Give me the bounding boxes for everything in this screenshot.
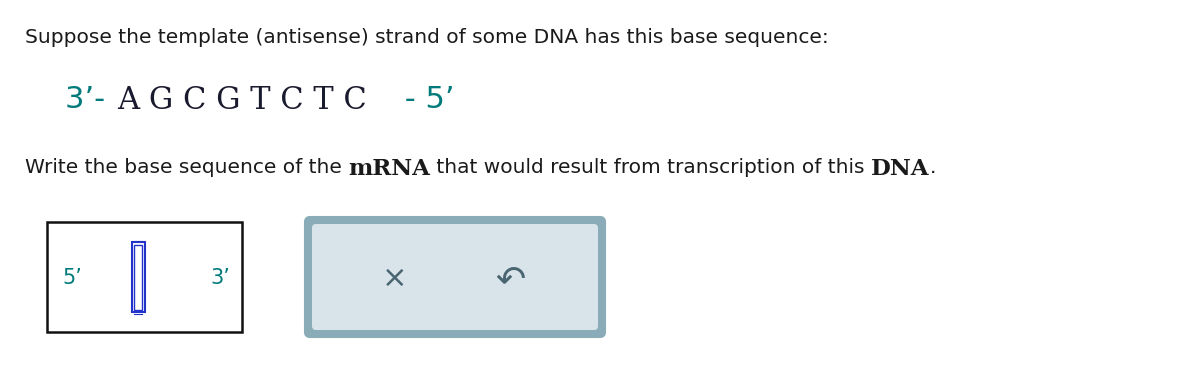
Text: DNA: DNA	[871, 158, 930, 180]
Text: 3’-: 3’-	[65, 85, 115, 114]
Text: 3’: 3’	[210, 268, 230, 288]
Text: ↶: ↶	[494, 263, 526, 297]
Text: Write the base sequence of the: Write the base sequence of the	[25, 158, 348, 177]
Text: mRNA: mRNA	[348, 158, 430, 180]
Text: ×: ×	[383, 263, 408, 293]
Text: A G C G T C T C: A G C G T C T C	[118, 85, 367, 116]
FancyBboxPatch shape	[305, 217, 605, 337]
Text: .: .	[930, 158, 936, 177]
Text: that would result from transcription of this: that would result from transcription of …	[430, 158, 871, 177]
Bar	[132, 242, 144, 312]
Bar	[47, 222, 242, 332]
FancyBboxPatch shape	[312, 224, 598, 330]
Text: - 5’: - 5’	[395, 85, 455, 114]
Text: 5’: 5’	[62, 268, 82, 288]
Text: Suppose the template (antisense) strand of some DNA has this base sequence:: Suppose the template (antisense) strand …	[25, 28, 829, 47]
Bar	[134, 245, 142, 309]
